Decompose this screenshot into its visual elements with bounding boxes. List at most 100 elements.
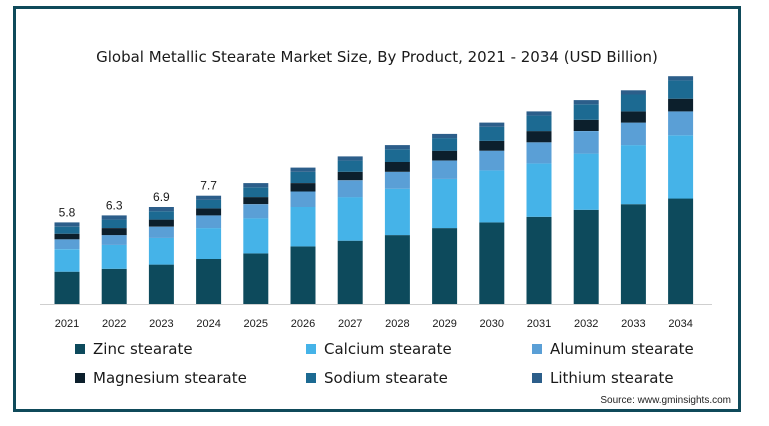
bar-segment-2029-lithium-stearate xyxy=(432,133,458,139)
bar-segment-2025-magnesium-stearate xyxy=(243,197,269,205)
x-tick-label-2031: 2031 xyxy=(527,318,551,330)
legend-item-zinc-stearate: Zinc stearate xyxy=(75,340,193,358)
bar-segment-2030-aluminum-stearate xyxy=(479,150,505,171)
x-tick-label-2022: 2022 xyxy=(102,318,126,330)
bar-segment-2034-magnesium-stearate xyxy=(668,98,694,112)
x-tick-label-2028: 2028 xyxy=(385,318,409,330)
x-tick-label-2024: 2024 xyxy=(196,318,220,330)
bar-segment-2026-aluminum-stearate xyxy=(290,191,316,207)
x-tick-label-2029: 2029 xyxy=(432,318,456,330)
bar-segment-2033-aluminum-stearate xyxy=(620,122,646,146)
bar-segment-2032-zinc-stearate xyxy=(573,209,599,304)
bar-segment-2028-magnesium-stearate xyxy=(384,162,410,172)
data-label-2022: 6.3 xyxy=(106,198,123,212)
bar-segment-2025-zinc-stearate xyxy=(243,253,269,304)
bar-segment-2029-zinc-stearate xyxy=(432,228,458,304)
bar-segment-2021-zinc-stearate xyxy=(54,271,80,304)
bar-segment-2034-zinc-stearate xyxy=(668,198,694,304)
legend-label: Zinc stearate xyxy=(93,340,193,358)
bar-segment-2026-zinc-stearate xyxy=(290,246,316,304)
bar-segment-2022-aluminum-stearate xyxy=(101,235,127,245)
x-tick-label-2027: 2027 xyxy=(338,318,362,330)
bar-segment-2029-calcium-stearate xyxy=(432,178,458,229)
bar-segment-2024-zinc-stearate xyxy=(196,259,222,304)
bar-segment-2024-sodium-stearate xyxy=(196,200,222,209)
bar-segment-2025-calcium-stearate xyxy=(243,218,269,254)
bar-segment-2033-zinc-stearate xyxy=(620,204,646,304)
bar-segment-2022-zinc-stearate xyxy=(101,268,127,304)
bar-segment-2029-aluminum-stearate xyxy=(432,160,458,179)
bar-segment-2023-sodium-stearate xyxy=(148,211,174,220)
bar-segment-2025-sodium-stearate xyxy=(243,187,269,198)
legend-swatch xyxy=(532,344,542,354)
bar-segment-2024-aluminum-stearate xyxy=(196,215,222,229)
source-note: Source: www.gminsights.com xyxy=(600,395,731,406)
bar-segment-2031-zinc-stearate xyxy=(526,216,552,304)
legend-label: Magnesium stearate xyxy=(93,369,247,387)
legend-item-lithium-stearate: Lithium stearate xyxy=(532,369,674,387)
bar-segment-2021-magnesium-stearate xyxy=(54,233,80,240)
legend-label: Lithium stearate xyxy=(550,369,674,387)
bar-segment-2022-calcium-stearate xyxy=(101,244,127,269)
bar-segment-2023-magnesium-stearate xyxy=(148,219,174,227)
bar-segment-2030-calcium-stearate xyxy=(479,170,505,223)
bar-segment-2026-calcium-stearate xyxy=(290,207,316,247)
bar-segment-2021-calcium-stearate xyxy=(54,249,80,272)
legend-item-calcium-stearate: Calcium stearate xyxy=(306,340,452,358)
bar-segment-2026-magnesium-stearate xyxy=(290,183,316,192)
bar-segment-2027-sodium-stearate xyxy=(337,160,363,172)
bar-segment-2032-lithium-stearate xyxy=(573,100,599,105)
legend-item-aluminum-stearate: Aluminum stearate xyxy=(532,340,694,358)
bar-segment-2027-aluminum-stearate xyxy=(337,180,363,198)
bar-segment-2024-calcium-stearate xyxy=(196,228,222,259)
x-tick-label-2030: 2030 xyxy=(480,318,504,330)
bar-segment-2031-aluminum-stearate xyxy=(526,142,552,164)
bar-segment-2032-magnesium-stearate xyxy=(573,119,599,131)
legend-item-magnesium-stearate: Magnesium stearate xyxy=(75,369,247,387)
x-tick-label-2025: 2025 xyxy=(244,318,268,330)
bar-segment-2028-calcium-stearate xyxy=(384,188,410,236)
bar-segment-2027-zinc-stearate xyxy=(337,240,363,304)
bar-segment-2023-calcium-stearate xyxy=(148,237,174,265)
x-tick-label-2021: 2021 xyxy=(55,318,79,330)
bar-segment-2033-sodium-stearate xyxy=(620,94,646,112)
bar-segment-2023-zinc-stearate xyxy=(148,264,174,304)
bar-segment-2022-magnesium-stearate xyxy=(101,228,127,236)
bar-segment-2022-sodium-stearate xyxy=(101,219,127,228)
bar-segment-2025-aluminum-stearate xyxy=(243,204,269,219)
x-tick-label-2034: 2034 xyxy=(668,318,692,330)
chart-frame xyxy=(13,6,741,412)
bar-segment-2021-sodium-stearate xyxy=(54,226,80,234)
legend-swatch xyxy=(306,373,316,383)
bar-segment-2032-sodium-stearate xyxy=(573,104,599,120)
legend-swatch xyxy=(532,373,542,383)
x-tick-label-2026: 2026 xyxy=(291,318,315,330)
bar-segment-2033-magnesium-stearate xyxy=(620,111,646,123)
bar-segment-2034-aluminum-stearate xyxy=(668,111,694,136)
bar-segment-2028-sodium-stearate xyxy=(384,149,410,162)
bar-segment-2031-magnesium-stearate xyxy=(526,131,552,143)
data-label-2024: 7.7 xyxy=(200,179,217,193)
bar-segment-2030-zinc-stearate xyxy=(479,222,505,304)
bar-segment-2027-calcium-stearate xyxy=(337,197,363,241)
bar-segment-2034-calcium-stearate xyxy=(668,135,694,199)
bar-segment-2033-calcium-stearate xyxy=(620,145,646,205)
bar-segment-2026-sodium-stearate xyxy=(290,171,316,183)
legend-item-sodium-stearate: Sodium stearate xyxy=(306,369,448,387)
data-label-2021: 5.8 xyxy=(59,205,76,219)
bar-segment-2033-lithium-stearate xyxy=(620,90,646,95)
bar-segment-2031-calcium-stearate xyxy=(526,163,552,217)
bar-segment-2021-lithium-stearate xyxy=(54,222,80,227)
bar-segment-2030-magnesium-stearate xyxy=(479,140,505,151)
bar-segment-2032-calcium-stearate xyxy=(573,153,599,210)
bar-segment-2030-sodium-stearate xyxy=(479,126,505,141)
bar-segment-2029-magnesium-stearate xyxy=(432,150,458,161)
legend-label: Calcium stearate xyxy=(324,340,452,358)
bar-segment-2021-aluminum-stearate xyxy=(54,239,80,250)
bar-segment-2031-lithium-stearate xyxy=(526,111,552,116)
data-label-2023: 6.9 xyxy=(153,190,170,204)
bar-segment-2025-lithium-stearate xyxy=(243,183,269,188)
bar-segment-2024-lithium-stearate xyxy=(196,195,222,200)
bar-segment-2028-lithium-stearate xyxy=(384,145,410,150)
bar-segment-2028-aluminum-stearate xyxy=(384,171,410,189)
